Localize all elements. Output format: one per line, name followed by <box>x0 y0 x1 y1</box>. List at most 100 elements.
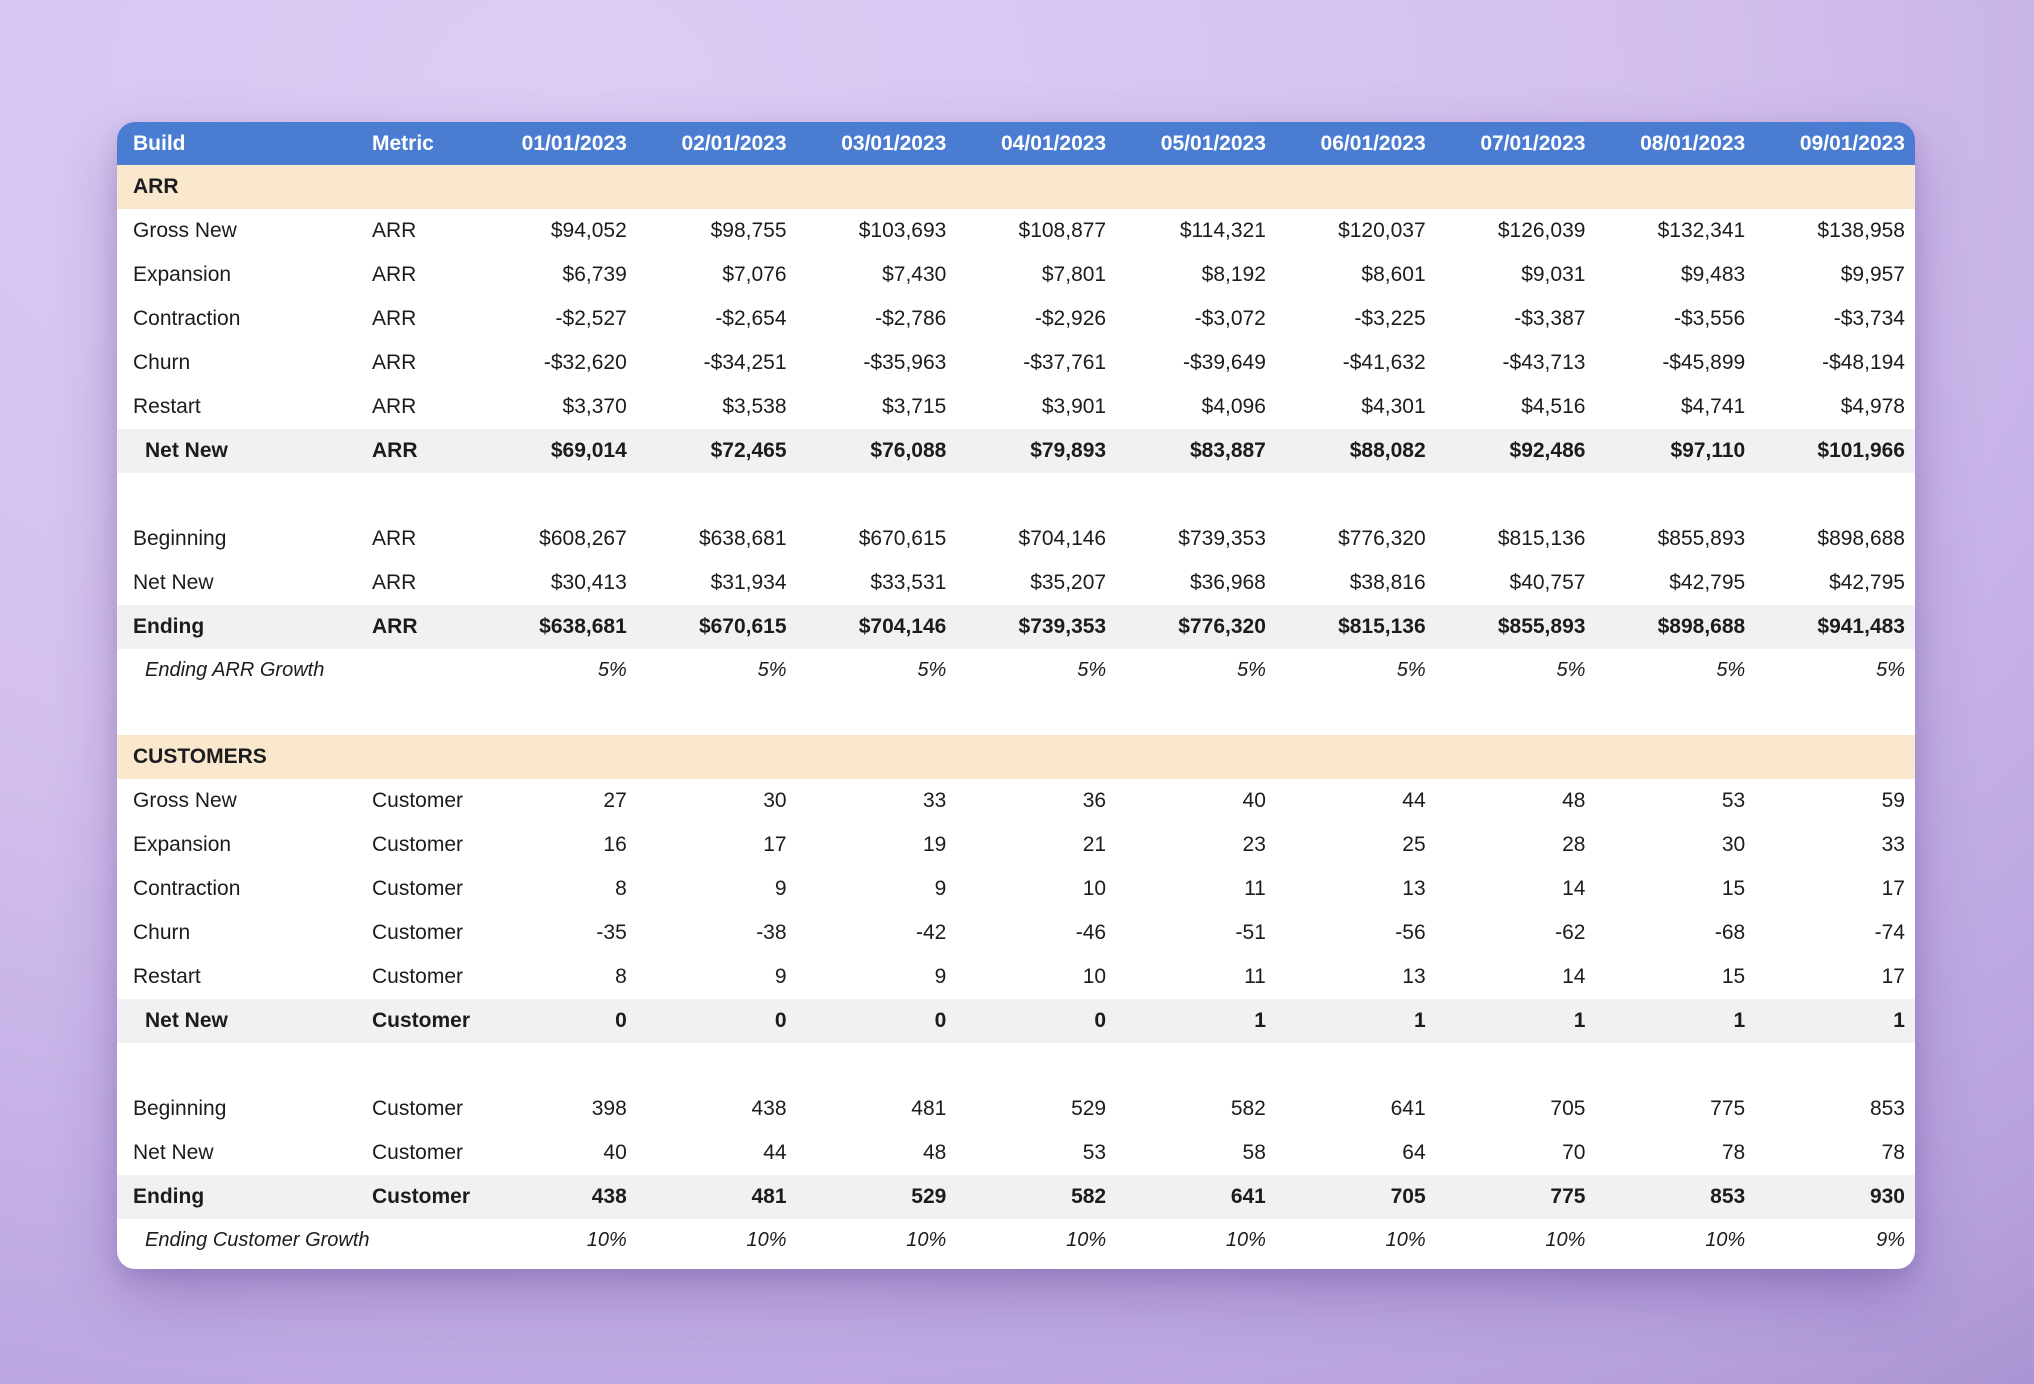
cell-value: 53 <box>1721 789 1746 812</box>
cell-value: 481 <box>751 1185 787 1208</box>
cell-value: $88,082 <box>1349 439 1426 462</box>
table-row: Expansion Customer 16 17 19 21 23 25 28 30 33 <box>117 823 1915 867</box>
cell-value: $898,688 <box>1817 527 1905 550</box>
cell-value: 5% <box>1396 658 1426 681</box>
table-row: Ending Customer 438 481 529 582 641 705 775 853 93… <box>117 1175 1915 1219</box>
cell-value: 78 <box>1881 1141 1905 1164</box>
cell-value: -$2,786 <box>875 307 947 330</box>
cell-value: 11 <box>1244 965 1266 988</box>
row-metric: ARR <box>372 571 417 594</box>
column-header: 08/01/2023 <box>1640 131 1746 155</box>
cell-value: -$2,926 <box>1034 307 1107 330</box>
row-label: Churn <box>133 921 191 944</box>
cell-value: -42 <box>915 921 947 944</box>
cell-value: 1 <box>1573 1009 1586 1032</box>
row-metric: ARR <box>372 219 417 242</box>
cell-value: $670,615 <box>858 527 947 550</box>
cell-value: 44 <box>763 1141 787 1164</box>
cell-value: 10% <box>1225 1228 1266 1251</box>
table-row: Gross New ARR $94,052 $98,755 $103,693 $108,8… <box>117 209 1915 253</box>
cell-value: 705 <box>1550 1097 1586 1120</box>
cell-value: -35 <box>596 921 627 944</box>
row-label: Contraction <box>133 877 241 900</box>
cell-value: -$34,251 <box>703 351 787 374</box>
cell-value: $8,192 <box>1201 263 1266 286</box>
row-metric: Customer <box>372 789 464 812</box>
cell-value: 64 <box>1402 1141 1426 1164</box>
cell-value: -$3,734 <box>1833 307 1905 330</box>
cell-value: -46 <box>1075 921 1107 944</box>
cell-value: -$3,072 <box>1194 307 1266 330</box>
cell-value: -$3,387 <box>1514 307 1586 330</box>
row-label: Expansion <box>133 833 232 856</box>
cell-value: $7,430 <box>882 263 947 286</box>
row-metric: ARR <box>372 527 417 550</box>
cell-value: $3,370 <box>562 395 627 418</box>
cell-value: 19 <box>922 833 947 856</box>
cell-value: $114,321 <box>1179 219 1266 242</box>
cell-value: 398 <box>591 1097 627 1120</box>
row-metric: ARR <box>372 615 418 638</box>
cell-value: $3,715 <box>882 395 947 418</box>
cell-value: 10% <box>1545 1228 1586 1251</box>
cell-value: -$45,899 <box>1662 351 1746 374</box>
cell-value: $120,037 <box>1338 219 1426 242</box>
cell-value: $638,681 <box>698 527 787 550</box>
row-metric: Customer <box>372 1009 471 1032</box>
column-header: 02/01/2023 <box>681 131 787 155</box>
row-label: Restart <box>133 395 201 418</box>
cell-value: 17 <box>1881 877 1905 900</box>
build-table: Build Metric 01/01/2023 02/01/2023 03/01/202… <box>117 122 1915 1261</box>
cell-value: 5% <box>757 658 787 681</box>
cell-value: 10% <box>1385 1228 1426 1251</box>
column-header: 05/01/2023 <box>1160 131 1266 155</box>
cell-value: -$35,963 <box>863 351 947 374</box>
cell-value: -$41,632 <box>1342 351 1426 374</box>
column-header: 06/01/2023 <box>1320 131 1426 155</box>
cell-value: 30 <box>1721 833 1746 856</box>
cell-value: $31,934 <box>710 571 787 594</box>
row-metric: Customer <box>372 1185 471 1208</box>
cell-value: 930 <box>1869 1185 1905 1208</box>
cell-value: $739,353 <box>1178 527 1266 550</box>
cell-value: 438 <box>751 1097 787 1120</box>
cell-value: 59 <box>1881 789 1905 812</box>
cell-value: 5% <box>1236 658 1266 681</box>
cell-value: 582 <box>1071 1185 1107 1208</box>
cell-value: 1 <box>1733 1009 1746 1032</box>
cell-value: 705 <box>1390 1185 1426 1208</box>
cell-value: -38 <box>756 921 787 944</box>
cell-value: $9,031 <box>1521 263 1586 286</box>
table-row: Net New Customer 40 44 48 53 58 64 70 78 78 <box>117 1131 1915 1175</box>
cell-value: $33,531 <box>870 571 947 594</box>
cell-value: $608,267 <box>539 527 627 550</box>
cell-value: $35,207 <box>1030 571 1107 594</box>
section-title: CUSTOMERS <box>133 745 267 768</box>
cell-value: 40 <box>603 1141 627 1164</box>
cell-value: 5% <box>1716 658 1746 681</box>
cell-value: $7,801 <box>1041 263 1107 286</box>
column-header: 04/01/2023 <box>1001 131 1107 155</box>
cell-value: $101,966 <box>1817 439 1905 462</box>
cell-value: $776,320 <box>1338 527 1426 550</box>
cell-value: 48 <box>1562 789 1586 812</box>
cell-value: $3,538 <box>722 395 787 418</box>
cell-value: 481 <box>911 1097 947 1120</box>
cell-value: $704,146 <box>858 615 947 638</box>
column-header: Build <box>133 131 186 155</box>
table-row: Churn ARR -$32,620 -$34,251 -$35,963 -$37,761… <box>117 341 1915 385</box>
row-label: Net New <box>133 1141 214 1164</box>
cell-value: $94,052 <box>550 219 627 242</box>
cell-value: 9 <box>774 877 787 900</box>
cell-value: -$2,527 <box>555 307 627 330</box>
table-row: Ending ARR $638,681 $670,615 $704,146 $739,35… <box>117 605 1915 649</box>
cell-value: -$3,556 <box>1673 307 1746 330</box>
cell-value: 5% <box>917 658 947 681</box>
section-header-arr: ARR <box>117 165 1915 209</box>
column-header: 03/01/2023 <box>841 131 947 155</box>
table-row: Beginning ARR $608,267 $638,681 $670,615 $704… <box>117 517 1915 561</box>
cell-value: $898,688 <box>1657 615 1746 638</box>
cell-value: $9,483 <box>1680 263 1746 286</box>
table-row: Gross New Customer 27 30 33 36 40 44 48 53 59 <box>117 779 1915 823</box>
cell-value: $4,741 <box>1680 395 1746 418</box>
